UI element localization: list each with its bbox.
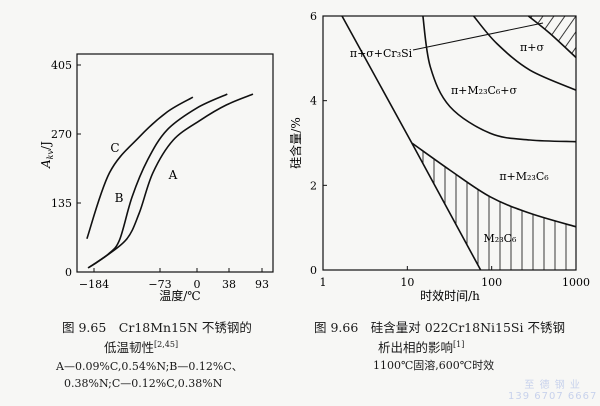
x-tick-label: 38 <box>222 278 236 291</box>
region-label-cr3si: π+σ+Cr₃Si <box>350 47 413 60</box>
y-tick-label: 0 <box>65 266 72 279</box>
boundary-sigma-lower <box>472 15 577 91</box>
y-axis-label: 硅含量/% <box>288 117 303 168</box>
x-axis-label: 温度/℃ <box>159 288 200 303</box>
x-tick-label: −184 <box>79 278 109 291</box>
plot-frame <box>76 53 274 273</box>
y-axis-label-unit: /J <box>39 141 53 150</box>
y-tick-label: 4 <box>310 95 317 108</box>
right-caption-ref: [1] <box>453 339 465 349</box>
curve-label-B: B <box>115 191 124 205</box>
watermark-line2: 139 6707 6667 <box>508 391 598 402</box>
right-caption-line3: 1100℃固溶,600℃时效 <box>373 359 495 372</box>
right-caption-line2: 析出相的影响[1] <box>378 337 464 356</box>
cr3si-hatch <box>528 16 576 58</box>
left-caption-line2: 低温韧性[2,45] <box>104 337 178 356</box>
curve-label-A: A <box>168 168 178 182</box>
boundary-m23c6-sigma-lower <box>422 15 577 143</box>
boundary-m23c6-upper <box>411 142 577 228</box>
y-tick-label: 270 <box>51 128 72 141</box>
x-axis-label: 时效时间/h <box>420 288 480 303</box>
y-tick-label: 6 <box>310 10 317 23</box>
x-tick-label: 1 <box>320 276 327 289</box>
boundary-cr3si-lower <box>527 15 577 59</box>
right-caption-line1: 图 9.66 硅含量对 022Cr18Ni15Si 不锈钢 <box>314 320 565 335</box>
x-tick-label: 100 <box>481 276 502 289</box>
y-tick-label: 135 <box>51 197 72 210</box>
region-label-pi-m23c6: π+M₂₃C₆ <box>499 170 549 183</box>
right-caption-text: 析出相的影响 <box>378 340 454 355</box>
m23c6-hatch <box>411 143 576 270</box>
left-caption-line4: 0.38%N;C—0.12%C,0.38%N <box>64 377 223 390</box>
curve-C <box>86 96 194 240</box>
region-label-m23c6-sigma: π+M₂₃C₆+σ <box>451 84 518 97</box>
x-tick-label: −73 <box>148 278 171 291</box>
left-caption-line1: 图 9.65 Cr18Mn15N 不锈钢的 <box>62 320 252 335</box>
plot-frame <box>322 15 577 271</box>
y-tick-label: 0 <box>310 264 317 277</box>
leader-line <box>412 22 544 51</box>
x-tick-label: 0 <box>194 278 201 291</box>
y-axis-label-sub: kv <box>46 149 55 159</box>
region-label-m23c6: M₂₃C₆ <box>484 232 517 245</box>
left-caption-line3: A—0.09%C,0.54%N;B—0.12%C、 <box>56 360 243 373</box>
curve-label-C: C <box>110 141 119 155</box>
region-label-sigma: π+σ <box>520 41 544 54</box>
y-tick-label: 405 <box>51 59 72 72</box>
watermark-line1: 至 德 钢 业 <box>524 380 581 391</box>
curve-B <box>87 93 228 269</box>
phase-chart: 1 10 100 1000 0 2 4 6 时效时间/h 硅含量/% π+σ+Cr₃Si π+σ π+M… <box>288 10 590 303</box>
left-caption-text: 低温韧性 <box>104 340 155 355</box>
y-axis-label: Akv/J <box>39 141 55 169</box>
x-tick-label: 1000 <box>562 276 590 289</box>
y-tick-label: 2 <box>310 179 317 192</box>
left-caption-ref: [2,45] <box>154 339 179 349</box>
x-tick-label: 93 <box>255 278 269 291</box>
x-tick-label: 10 <box>400 276 414 289</box>
watermark: 至 德 钢 业 139 6707 6667 <box>508 376 597 402</box>
y-axis-label-main: A <box>39 159 53 169</box>
